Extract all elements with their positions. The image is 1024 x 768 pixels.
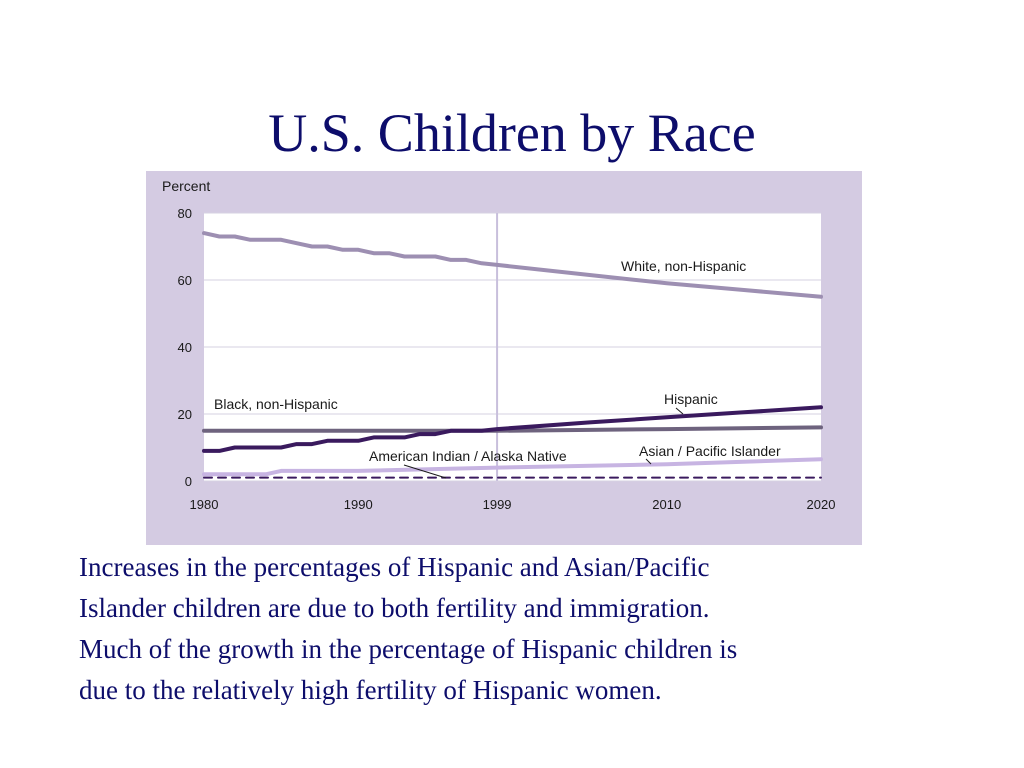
leader-line-american-indian: [403, 464, 447, 479]
series-label-black: Black, non-Hispanic: [214, 396, 338, 412]
caption-line: Increases in the percentages of Hispanic…: [79, 552, 710, 582]
line-chart: 0 20 40 60 80 1980 1990 1999 2010 2020 Percent Wh…: [146, 171, 862, 545]
caption-line: Much of the growth in the percentage of …: [79, 634, 738, 664]
y-tick-label: 0: [185, 474, 192, 489]
y-axis-label: Percent: [162, 178, 210, 194]
chart-panel: 0 20 40 60 80 1980 1990 1999 2010 2020 Percent Wh…: [146, 171, 862, 545]
x-tick-label: 2020: [807, 497, 836, 512]
caption-text: Increases in the percentages of Hispanic…: [79, 547, 959, 711]
caption-line: due to the relatively high fertility of …: [79, 675, 662, 705]
series-line-hispanic: [202, 405, 823, 453]
leader-line-asian: [645, 458, 652, 465]
series-line-white-non-hispanic: [202, 231, 823, 299]
series-label-hispanic: Hispanic: [664, 391, 718, 407]
caption-line: Islander children are due to both fertil…: [79, 593, 710, 623]
x-tick-label: 1980: [190, 497, 219, 512]
x-tick-label: 2010: [652, 497, 681, 512]
y-tick-label: 60: [178, 273, 192, 288]
slide-title: U.S. Children by Race: [268, 103, 756, 163]
series-line-asian-pacific-islander: [202, 457, 823, 477]
series-lines: [202, 231, 823, 479]
gridlines: [204, 212, 821, 482]
series-label-american-indian: American Indian / Alaska Native: [369, 448, 567, 464]
y-tick-label: 80: [178, 206, 192, 221]
y-tick-label: 40: [178, 340, 192, 355]
leader-line-hispanic: [675, 407, 684, 415]
series-label-asian: Asian / Pacific Islander: [639, 443, 781, 459]
series-label-white: White, non-Hispanic: [621, 258, 746, 274]
x-tick-label: 1999: [483, 497, 512, 512]
y-tick-label: 20: [178, 407, 192, 422]
tick-labels: 0 20 40 60 80 1980 1990 1999 2010 2020: [178, 206, 836, 512]
x-tick-label: 1990: [344, 497, 373, 512]
